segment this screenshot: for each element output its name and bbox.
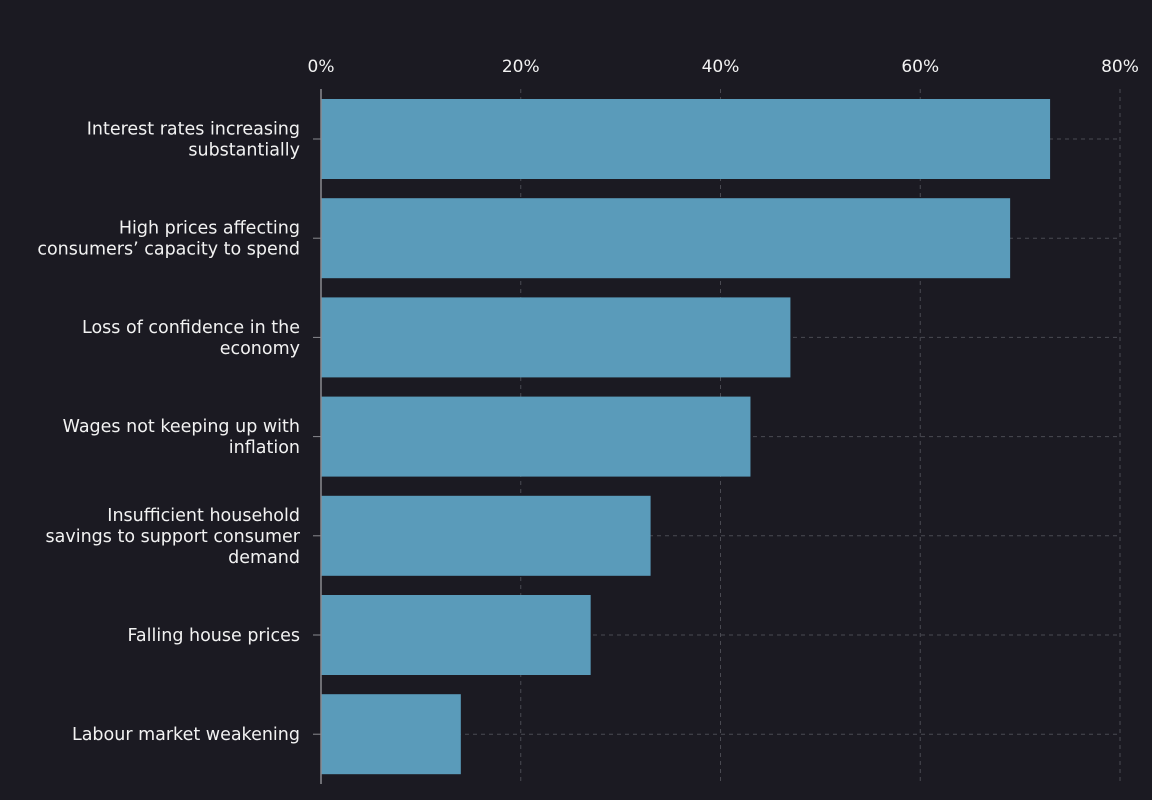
category-label-line: Loss of confidence in the (82, 318, 300, 338)
category-label: Falling house prices (127, 626, 300, 646)
bar (321, 297, 791, 378)
category-label: Loss of confidence in the economy (82, 318, 300, 359)
x-tick-label: 60% (901, 57, 939, 77)
category-label-line: High prices affecting (119, 219, 300, 239)
x-tick-label: 0% (308, 57, 335, 77)
category-label: Wages not keeping up with inflation (63, 417, 300, 458)
category-label-line: Falling house prices (127, 626, 300, 646)
category-label: Insufficient household savings to support… (46, 506, 301, 568)
category-label-line: Insufficient household (107, 506, 300, 526)
x-tick-label: 40% (702, 57, 740, 77)
bar-layer (321, 99, 1051, 775)
x-tick-labels: 0% 20% 40% 60% 80% (308, 57, 1139, 77)
bar (321, 396, 751, 477)
bar (321, 694, 461, 775)
x-tick-label: 20% (502, 57, 540, 77)
x-tick-label: 80% (1101, 57, 1139, 77)
category-labels: Interest rates increasing substantially Hi… (37, 120, 300, 746)
category-label-line: inflation (229, 438, 300, 458)
category-label-line: consumers’ capacity to spend (37, 240, 300, 260)
bar (321, 495, 651, 576)
category-label-line: substantially (188, 141, 300, 161)
category-label: High prices affecting consumers’ capacity… (37, 219, 300, 260)
category-label: Interest rates increasing substantially (87, 120, 300, 161)
category-label-line: Wages not keeping up with (63, 417, 300, 437)
bar (321, 595, 591, 675)
bar (321, 198, 1011, 279)
bar (321, 99, 1051, 179)
category-label: Labour market weakening (72, 725, 300, 745)
category-label-line: Labour market weakening (72, 725, 300, 745)
category-label-line: economy (220, 339, 300, 359)
category-label-line: savings to support consumer (46, 527, 301, 547)
axis-layer (313, 89, 322, 784)
category-label-line: demand (228, 548, 300, 568)
category-label-line: Interest rates increasing (87, 120, 300, 140)
